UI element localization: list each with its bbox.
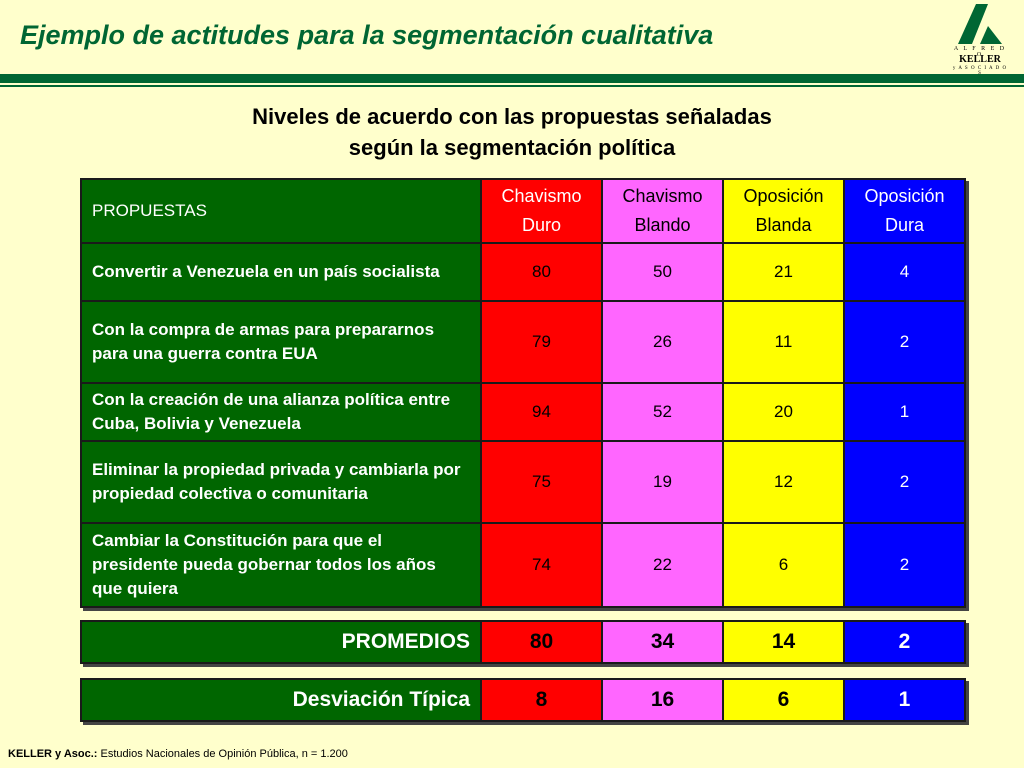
proposal-cell: Eliminar la propiedad privada y cambiarl… xyxy=(80,440,482,524)
source-label: KELLER y Asoc.: xyxy=(8,748,98,760)
value-chavismo-duro: 74 xyxy=(480,522,603,608)
value-oposicion-blanda: 20 xyxy=(722,382,845,442)
keller-logo-mark-icon xyxy=(958,4,1002,44)
proposal-cell: Con la creación de una alianza política … xyxy=(80,382,482,442)
value-chavismo-duro: 79 xyxy=(480,300,603,384)
header-oposicion-dura-line2: Dura xyxy=(884,215,924,235)
subtitle-line-2: según la segmentación política xyxy=(348,135,676,160)
header-chavismo-blando-line1: Chavismo xyxy=(622,186,703,206)
value-chavismo-duro: 75 xyxy=(480,440,603,524)
value-oposicion-dura: 2 xyxy=(843,522,966,608)
table-row: Convertir a Venezuela en un país sociali… xyxy=(80,242,966,302)
header-oposicion-blanda-line2: Blanda xyxy=(755,215,812,235)
header-oposicion-blanda-line1: Oposición xyxy=(743,186,824,206)
header-chavismo-duro-line1: Chavismo xyxy=(501,186,582,206)
average-oposicion-dura: 2 xyxy=(843,620,966,664)
value-chavismo-blando: 26 xyxy=(601,300,724,384)
average-oposicion-blanda: 14 xyxy=(722,620,845,664)
value-chavismo-duro: 94 xyxy=(480,382,603,442)
proposal-cell: Con la compra de armas para prepararnos … xyxy=(80,300,482,384)
logo-bottom-text: y A S O C I A D O S xyxy=(952,66,1008,76)
table-row: Con la compra de armas para prepararnos … xyxy=(80,300,966,384)
slide-title: Ejemplo de actitudes para la segmentació… xyxy=(20,20,714,50)
source-footer: KELLER y Asoc.: Estudios Nacionales de O… xyxy=(8,748,348,760)
header-oposicion-dura-line1: Oposición xyxy=(864,186,945,206)
average-chavismo-blando: 34 xyxy=(601,620,724,664)
source-text: Estudios Nacionales de Opinión Pública, … xyxy=(100,748,348,760)
header-chavismo-blando-line2: Blando xyxy=(634,215,691,235)
value-oposicion-dura: 2 xyxy=(843,300,966,384)
std-dev-oposicion-blanda: 6 xyxy=(722,678,845,722)
std-dev-chavismo-blando: 16 xyxy=(601,678,724,722)
header-oposicion-blanda: Oposición Blanda xyxy=(722,178,845,244)
value-chavismo-duro: 80 xyxy=(480,242,603,302)
proposal-cell: Cambiar la Constitución para que el pres… xyxy=(80,522,482,608)
value-oposicion-blanda: 11 xyxy=(722,300,845,384)
table-header-row: PROPUESTAS Chavismo Duro Chavismo Blando… xyxy=(80,178,966,244)
average-chavismo-duro: 80 xyxy=(480,620,603,664)
value-oposicion-blanda: 12 xyxy=(722,440,845,524)
header-proposals: PROPUESTAS xyxy=(80,178,482,244)
header-rule-thin xyxy=(0,85,1024,87)
averages-row: PROMEDIOS 80 34 14 2 xyxy=(80,620,966,664)
agreement-table: PROPUESTAS Chavismo Duro Chavismo Blando… xyxy=(80,178,966,608)
table-row: Cambiar la Constitución para que el pres… xyxy=(80,522,966,608)
value-oposicion-dura: 2 xyxy=(843,440,966,524)
std-dev-chavismo-duro: 8 xyxy=(480,678,603,722)
table-row: Eliminar la propiedad privada y cambiarl… xyxy=(80,440,966,524)
value-oposicion-blanda: 6 xyxy=(722,522,845,608)
value-oposicion-dura: 1 xyxy=(843,382,966,442)
header-chavismo-blando: Chavismo Blando xyxy=(601,178,724,244)
header-rule xyxy=(0,74,1024,83)
value-chavismo-blando: 19 xyxy=(601,440,724,524)
header-oposicion-dura: Oposición Dura xyxy=(843,178,966,244)
value-oposicion-dura: 4 xyxy=(843,242,966,302)
keller-logo: A L F R E D O KELLER y A S O C I A D O S xyxy=(950,4,1010,76)
value-oposicion-blanda: 21 xyxy=(722,242,845,302)
table-row: Con la creación de una alianza política … xyxy=(80,382,966,442)
logo-top-text: A L F R E D O xyxy=(953,46,1007,58)
value-chavismo-blando: 50 xyxy=(601,242,724,302)
header-chavismo-duro: Chavismo Duro xyxy=(480,178,603,244)
table-subtitle: Niveles de acuerdo con las propuestas se… xyxy=(0,101,1024,163)
averages-label: PROMEDIOS xyxy=(80,620,482,664)
subtitle-line-1: Niveles de acuerdo con las propuestas se… xyxy=(252,104,772,129)
logo-name-text: KELLER xyxy=(959,54,1001,65)
std-dev-row: Desviación Típica 8 16 6 1 xyxy=(80,678,966,722)
header-chavismo-duro-line2: Duro xyxy=(521,215,561,235)
std-dev-oposicion-dura: 1 xyxy=(843,678,966,722)
std-dev-label: Desviación Típica xyxy=(80,678,482,722)
value-chavismo-blando: 52 xyxy=(601,382,724,442)
value-chavismo-blando: 22 xyxy=(601,522,724,608)
proposal-cell: Convertir a Venezuela en un país sociali… xyxy=(80,242,482,302)
